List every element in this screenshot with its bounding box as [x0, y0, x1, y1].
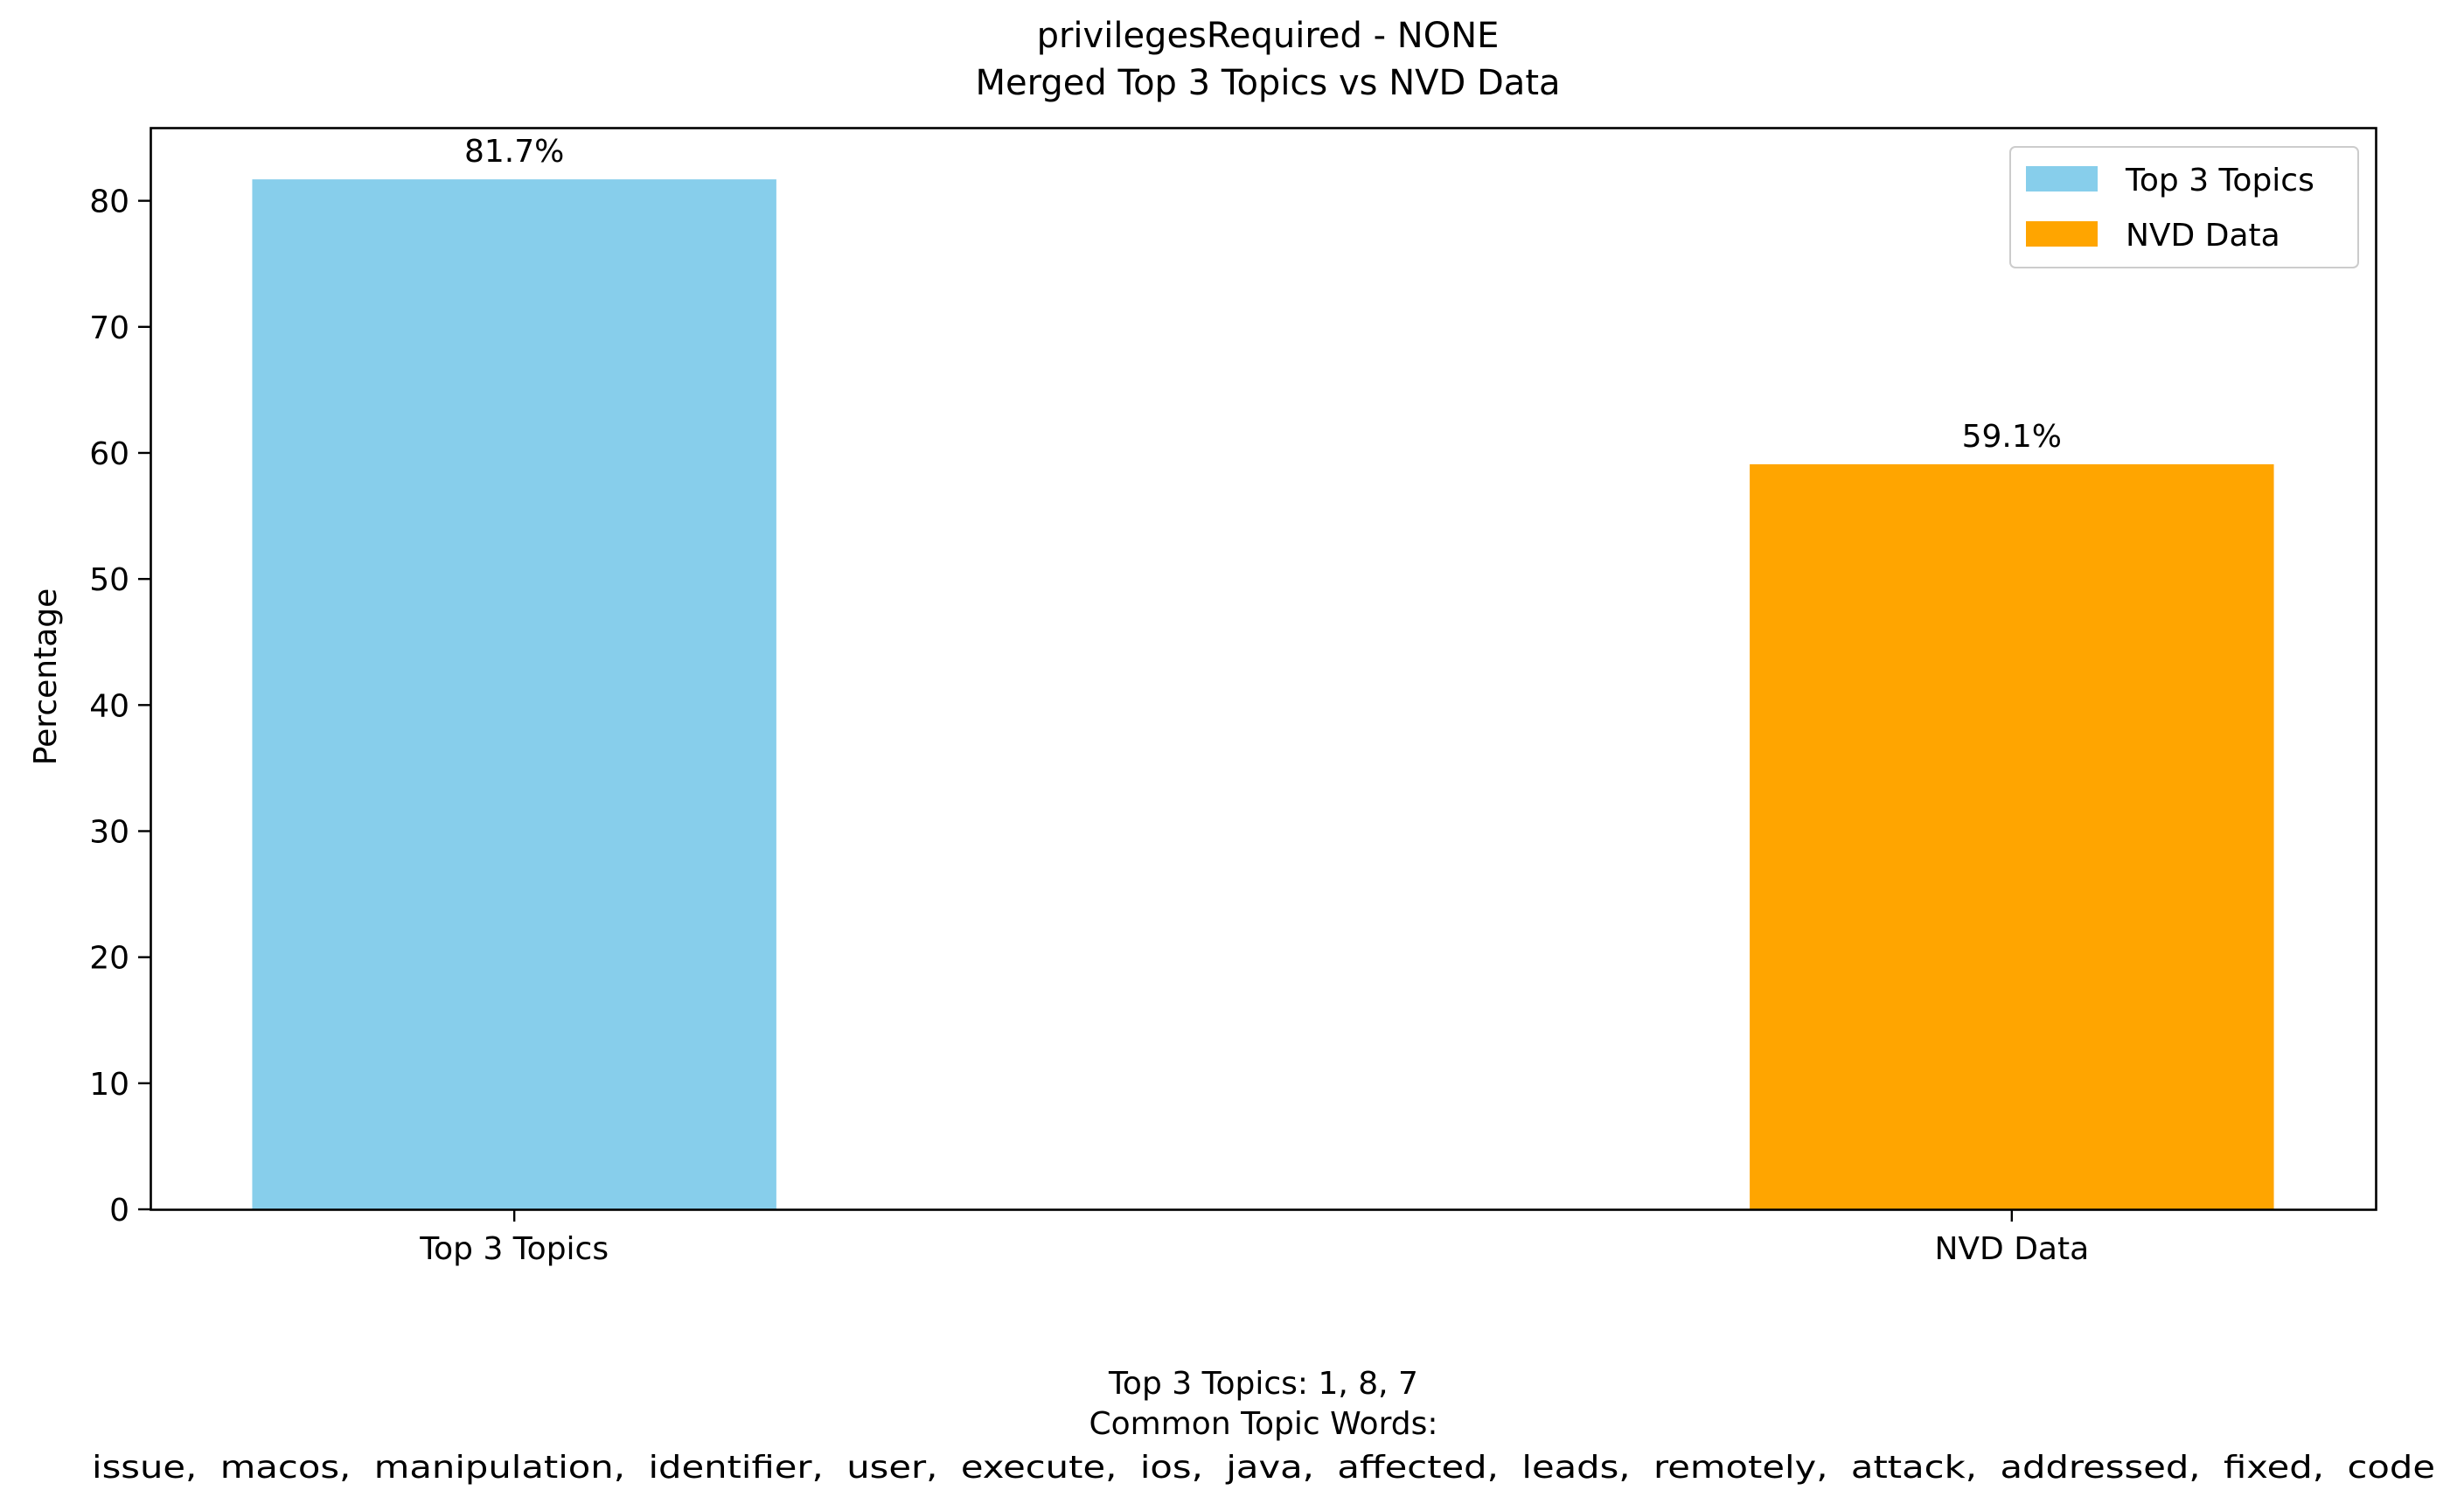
x-axis-ticks: Top 3 Topics NVD Data [419, 1209, 2089, 1267]
bar-series [252, 179, 2274, 1209]
x-tick-label-nvd-data: NVD Data [1934, 1231, 2089, 1267]
y-tick-label: 30 [89, 814, 129, 850]
plot-frame [150, 127, 2377, 1211]
y-axis-ticks: 0 10 20 30 40 50 60 70 80 [89, 185, 150, 1229]
caption-common-words-heading: Common Topic Words: [1089, 1406, 1438, 1442]
legend-swatch-top-3-topics [2026, 166, 2098, 191]
data-label-top-3-topics: 81.7% [464, 134, 564, 170]
legend-label-top-3-topics: Top 3 Topics [2125, 163, 2314, 198]
chart-title-line-2: Merged Top 3 Topics vs NVD Data [975, 63, 1560, 103]
y-tick-label: 80 [89, 185, 129, 220]
bar-top-3-topics [252, 179, 776, 1209]
y-tick-label: 0 [109, 1193, 129, 1229]
y-tick-label: 40 [89, 688, 129, 724]
y-tick-label: 60 [89, 436, 129, 472]
y-axis-label: Percentage [28, 588, 64, 766]
legend-label-nvd-data: NVD Data [2126, 218, 2280, 254]
y-tick-label: 10 [89, 1067, 129, 1103]
y-tick-label: 20 [89, 941, 129, 977]
legend: Top 3 Topics NVD Data [2009, 146, 2359, 268]
caption-top-topics: Top 3 Topics: 1, 8, 7 [1108, 1366, 1418, 1402]
chart-title-line-1: privilegesRequired - NONE [1037, 16, 1500, 56]
y-tick-label: 70 [89, 310, 129, 346]
y-tick-label: 50 [89, 562, 129, 598]
caption-common-words-list: issue, macos, manipulation, identifier, … [92, 1450, 2435, 1486]
x-tick-label-top-3-topics: Top 3 Topics [419, 1231, 609, 1267]
bar-nvd-data [1750, 463, 2274, 1209]
legend-swatch-nvd-data [2026, 221, 2098, 247]
bar-data-labels: 81.7% 59.1% [464, 134, 2062, 455]
data-label-nvd-data: 59.1% [1962, 419, 2062, 455]
